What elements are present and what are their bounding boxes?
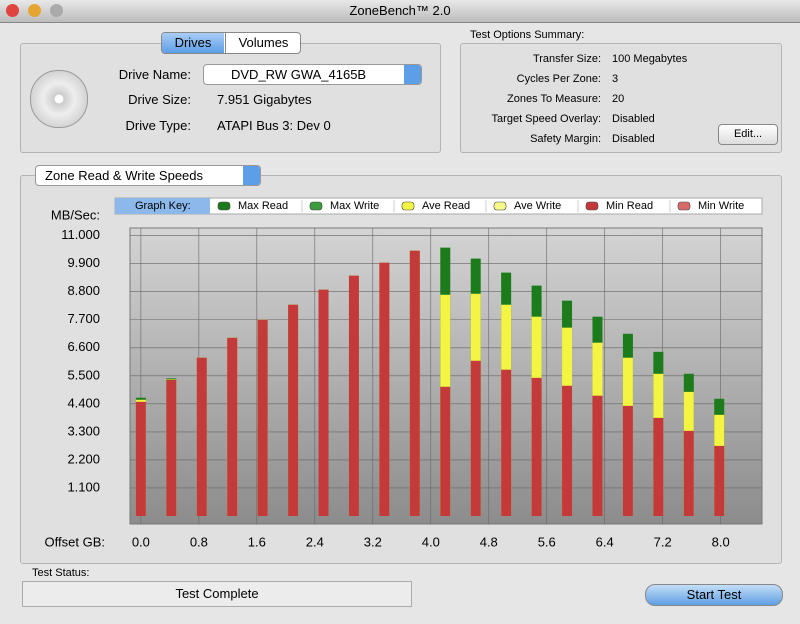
status-text: Test Complete — [22, 581, 412, 607]
graph-select-label: Zone Read & Write Speeds — [45, 168, 204, 183]
zoom-button[interactable] — [50, 4, 63, 17]
graph-panel — [20, 175, 782, 564]
options-panel: Transfer Size: 100 Megabytes Cycles Per … — [460, 43, 782, 153]
option-label: Zones To Measure: — [507, 93, 601, 105]
option-value: 100 Megabytes — [612, 53, 688, 65]
option-value: 3 — [612, 73, 619, 85]
field-value: ATAPI Bus 3: Dev 0 — [217, 118, 331, 133]
drives-panel — [20, 43, 441, 153]
option-label: Transfer Size: — [532, 53, 601, 65]
field-label: Drive Type: — [125, 118, 191, 133]
close-button[interactable] — [6, 4, 19, 17]
select-arrow — [404, 65, 421, 84]
option-label: Safety Margin: — [530, 133, 601, 145]
field-label: Drive Size: — [128, 92, 191, 107]
option-value: Disabled — [612, 133, 655, 145]
option-label: Target Speed Overlay: — [491, 113, 601, 125]
tab-bar: Drives Volumes — [161, 32, 301, 54]
select-arrow — [243, 166, 260, 185]
title-bar: ZoneBench™ 2.0 — [0, 0, 800, 23]
minimize-button[interactable] — [28, 4, 41, 17]
disc-icon — [30, 70, 88, 128]
start-button[interactable]: Start Test — [645, 584, 783, 606]
options-title: Test Options Summary: — [470, 29, 585, 41]
field-value: 7.951 Gigabytes — [217, 92, 312, 107]
drive-name: DVD_RW GWA_4165B — [231, 67, 367, 82]
drive-select[interactable]: DVD_RW GWA_4165B — [203, 64, 422, 85]
tab[interactable]: Drives — [162, 33, 224, 53]
option-label: Cycles Per Zone: — [516, 73, 601, 85]
option-value: 20 — [612, 93, 625, 105]
field-label: Drive Name: — [118, 67, 191, 82]
window-title: ZoneBench™ 2.0 — [349, 3, 451, 18]
graph-select[interactable]: Zone Read & Write Speeds — [35, 165, 261, 186]
tab[interactable]: Volumes — [225, 33, 300, 53]
option-value: Disabled — [612, 113, 655, 125]
edit-button[interactable]: Edit... — [718, 124, 778, 145]
status-label: Test Status: — [32, 567, 90, 579]
